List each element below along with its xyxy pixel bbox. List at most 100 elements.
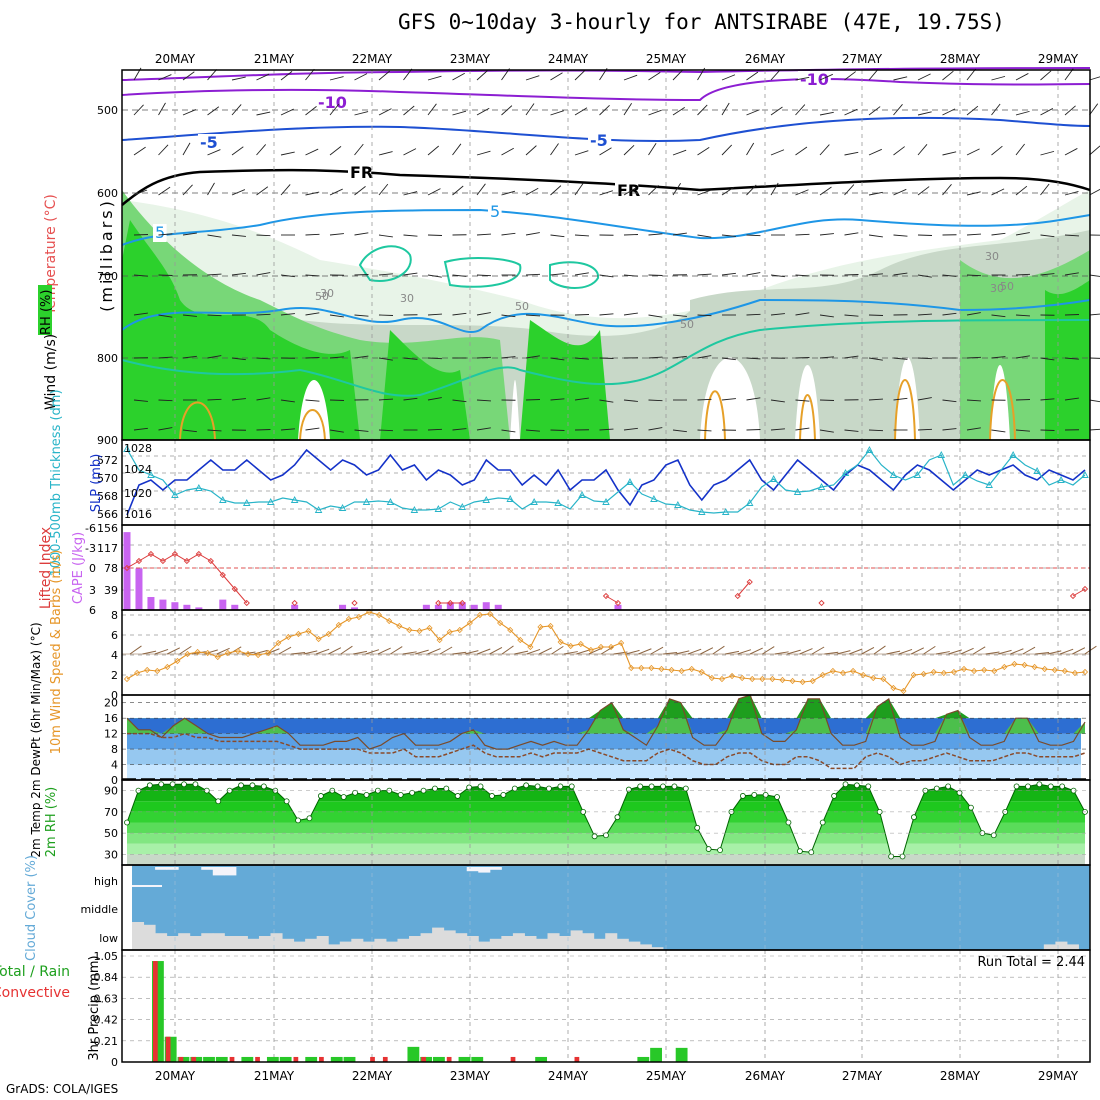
wind-marker-38: [507, 626, 514, 634]
cloud-ytick-middle: middle: [80, 903, 118, 916]
temp-ytick-1: 4: [111, 759, 118, 772]
wind-barb-343: [697, 398, 712, 401]
wind-barb-134: [476, 183, 486, 196]
wind-barb-361: [158, 427, 173, 431]
stab-ylabel-right: CAPE (J/kg): [71, 532, 86, 604]
wind-barb-10m-51: [762, 646, 775, 655]
wind-barb-10m-7: [216, 647, 230, 655]
wind-barb-296: [525, 355, 540, 359]
wind-barb-22: [672, 69, 684, 81]
cloud-low-79: [1043, 944, 1056, 950]
wind-barb-5: [256, 73, 270, 81]
wind-marker-85: [981, 666, 988, 674]
wind-barb-10m-63: [910, 647, 925, 655]
wind-barb-56: [525, 103, 535, 116]
wind-marker-70: [829, 667, 836, 675]
cloud-low-27: [443, 930, 456, 950]
wind-barb-341: [648, 399, 663, 402]
rh-marker-76: [990, 832, 997, 839]
rh-marker-67: [888, 853, 895, 860]
precip-ytick-5: 1.05: [94, 950, 119, 963]
wind-barb-350: [868, 398, 883, 401]
contour-label-2: -5: [200, 133, 218, 152]
wind-barb-108: [819, 144, 830, 156]
cloud-low-15: [305, 938, 318, 950]
contour-label-10: 50: [515, 300, 529, 313]
wind-barb-326: [280, 399, 295, 403]
temp-ytick-5: 20: [104, 697, 118, 710]
wind-barb-305: [746, 357, 761, 360]
wind-barb-24: [721, 74, 736, 81]
wind-barb-10m-32: [526, 648, 541, 655]
wind-marker-47: [597, 643, 605, 651]
wind-barb-10m-24: [427, 648, 441, 655]
rh-marker-55: [751, 791, 758, 798]
thickness-marker-52: [745, 499, 754, 506]
wind-barb-61: [648, 109, 662, 116]
wind-barb-9: [354, 73, 368, 81]
wind-barb-246: [280, 313, 295, 316]
precip-conv-bars: [153, 961, 580, 1062]
contour-label-bg-1: [798, 71, 831, 89]
wind-barb-30: [868, 68, 879, 81]
wind-barb-74: [966, 105, 979, 116]
slp-ytick-left-2: 570: [97, 472, 118, 485]
wind-barb-185: [746, 234, 761, 237]
wind-barb-131: [403, 191, 418, 196]
wind-barb-65: [746, 109, 760, 116]
cloud-low-25: [420, 933, 433, 950]
wind-barb-119: [1089, 145, 1100, 156]
cloud-high-30: [478, 867, 491, 873]
rh-marker-48: [671, 783, 678, 790]
temp-ytick-3: 12: [104, 728, 118, 741]
wind-barb-101: [648, 143, 657, 156]
wind-marker-42: [547, 622, 554, 630]
thickness-marker-36: [554, 499, 562, 506]
wind-barb-249: [354, 314, 369, 317]
wind-barb-10m-65: [935, 651, 950, 655]
wind-barb-123: [207, 182, 215, 196]
wind-marker-29: [416, 627, 423, 635]
precip-ytick-1: 0.21: [94, 1035, 119, 1048]
wind-barb-352: [917, 397, 932, 401]
wind-marker-19: [315, 635, 322, 643]
rh-marker-34: [511, 785, 518, 792]
wind-marker-62: [749, 675, 756, 683]
wind-barb-10m-27: [464, 650, 479, 655]
wind-marker-40: [527, 643, 534, 651]
wind-barb-111: [893, 146, 905, 156]
wind-barb-321: [158, 399, 173, 402]
wind-barb-382: [672, 429, 687, 433]
li-marker-14: [291, 599, 298, 607]
wind-barb-210: [378, 273, 393, 276]
cloud-high-bars: [155, 867, 502, 876]
date-bottom-5: 25MAY: [646, 1069, 687, 1083]
wind-barb-225: [746, 272, 761, 276]
wind-barb-255: [501, 314, 516, 318]
date-bottom-7: 27MAY: [842, 1069, 883, 1083]
wind-barb-381: [648, 427, 663, 431]
precip-total-0: [152, 961, 164, 1062]
wind-barb-10m-0: [129, 645, 142, 655]
wind-barb-10m-30: [501, 645, 514, 655]
wind-barb-57: [550, 110, 564, 116]
wind-barb-227: [795, 274, 810, 277]
rh-marker-57: [774, 794, 780, 800]
li-marker-19: [351, 599, 358, 607]
cloud-low-6: [201, 933, 214, 950]
wind-marker-86: [991, 667, 998, 675]
wind-ylabel: 10m Wind Speed & Barbs (m/s): [49, 550, 64, 755]
rh-ytick-0: 30: [104, 848, 118, 861]
wind-barb-120: [133, 189, 148, 196]
wind-marker-37: [497, 619, 504, 627]
temp-ylabel-group: 2m Temp 2m DewPt (6hr Min/Max) (°C): [29, 622, 43, 857]
wind-barb-100: [623, 144, 635, 156]
stab-ytick-right-0: 39: [104, 584, 118, 597]
wind-barb-129: [354, 186, 366, 196]
rh-marker-61: [819, 819, 826, 826]
wind-barb-104: [721, 144, 733, 156]
wind-barb-10m-44: [675, 650, 690, 655]
wind-barb-238: [1064, 272, 1079, 276]
wind-marker-81: [940, 669, 947, 677]
cloud-low-17: [328, 944, 341, 950]
